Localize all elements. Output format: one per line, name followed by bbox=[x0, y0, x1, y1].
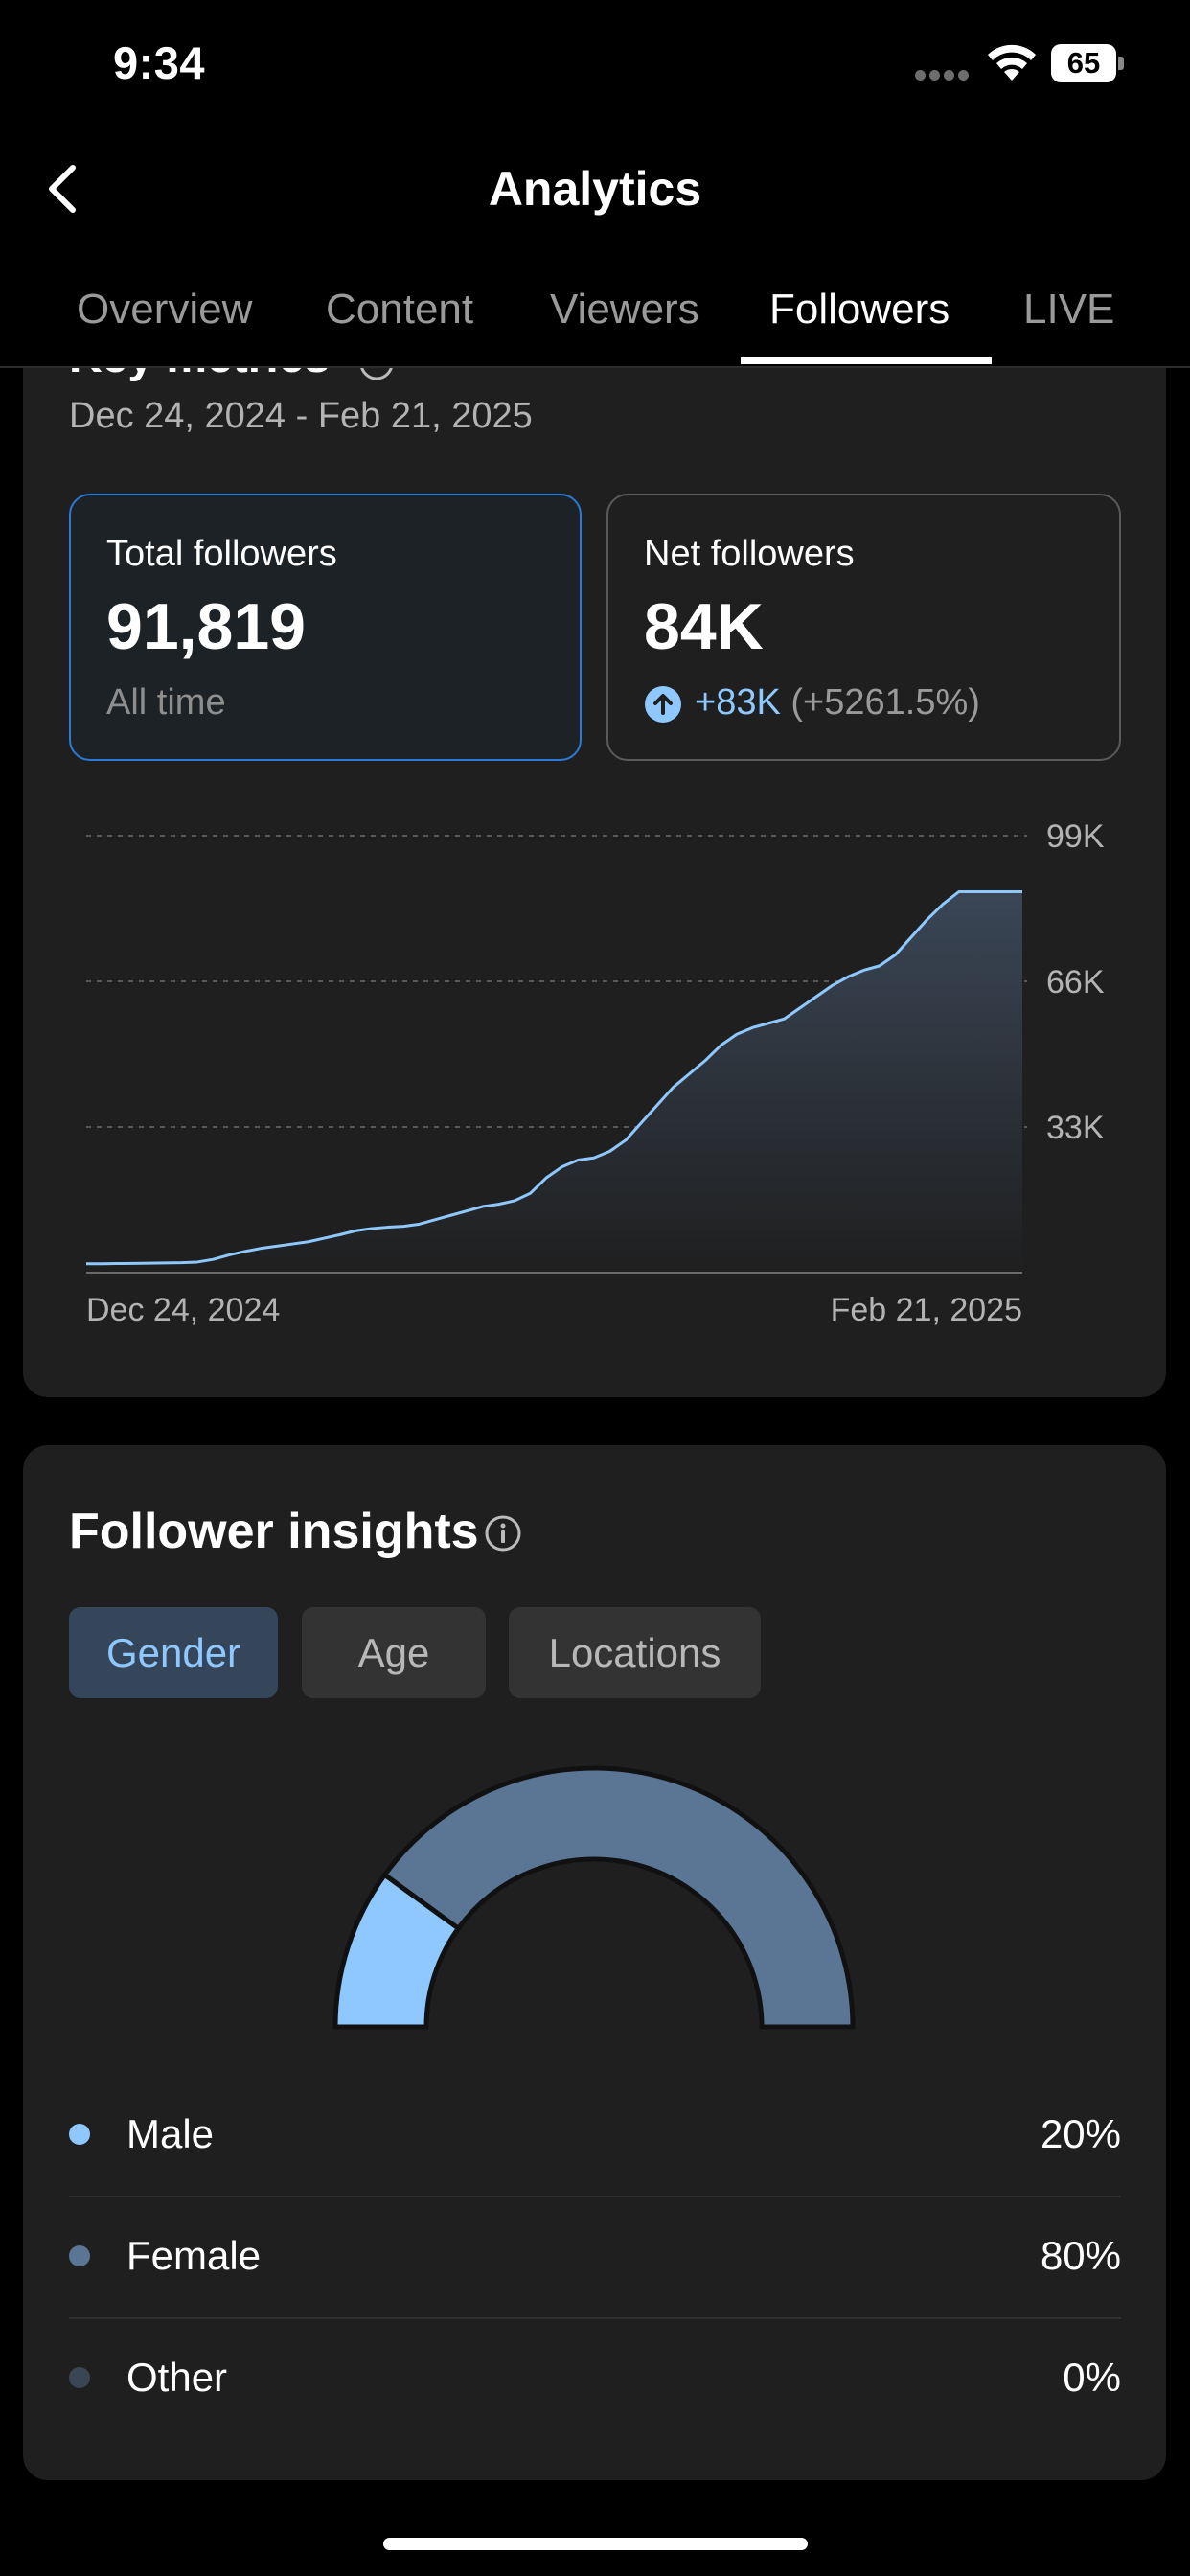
info-icon[interactable] bbox=[484, 1514, 522, 1552]
follower-insights-title: Follower insights bbox=[69, 1504, 479, 1559]
total-followers-card[interactable]: Total followers 91,819 All time bbox=[69, 494, 582, 761]
followers-line bbox=[86, 889, 1022, 1266]
male-dot bbox=[69, 2124, 90, 2145]
arrow-up-circle-icon bbox=[645, 686, 681, 723]
battery-level: 65 bbox=[1066, 46, 1101, 80]
signal-icon bbox=[915, 68, 973, 80]
followers-area bbox=[86, 891, 1022, 1273]
total-followers-value: 91,819 bbox=[106, 590, 306, 663]
legend-label: Male bbox=[126, 2111, 215, 2156]
y-tick-label: 66K bbox=[1046, 964, 1105, 1000]
tab-viewers[interactable]: Viewers bbox=[550, 286, 699, 333]
y-tick-label: 33K bbox=[1046, 1110, 1105, 1146]
page-title: Analytics bbox=[488, 162, 702, 216]
pill-locations[interactable]: Locations bbox=[509, 1607, 761, 1698]
legend-row-other: Other 0% bbox=[69, 2318, 1121, 2439]
net-followers-card[interactable]: Net followers 84K +83K (+5261.5%) bbox=[606, 494, 1121, 761]
followers-chart: 99K 66K 33K Dec 24, 2024 Feb 21, 2025 bbox=[86, 818, 1105, 1328]
back-arrow-icon[interactable] bbox=[38, 158, 86, 219]
gauge-segment-female bbox=[381, 1765, 856, 2030]
tab-content[interactable]: Content bbox=[326, 286, 474, 333]
x-start-label: Dec 24, 2024 bbox=[86, 1292, 280, 1328]
tab-followers[interactable]: Followers bbox=[769, 286, 950, 333]
pill-age[interactable]: Age bbox=[302, 1607, 486, 1698]
net-delta-percent: (+5261.5%) bbox=[790, 682, 980, 723]
total-followers-sub: All time bbox=[106, 682, 226, 723]
tab-overview[interactable]: Overview bbox=[77, 286, 253, 333]
legend-percent: 20% bbox=[1040, 2111, 1121, 2156]
net-followers-label: Net followers bbox=[644, 534, 855, 574]
net-followers-delta: +83K (+5261.5%) bbox=[695, 682, 980, 724]
battery-icon: 65 bbox=[1051, 44, 1124, 82]
tab-live[interactable]: LIVE bbox=[1023, 286, 1115, 333]
legend-row-male: Male 20% bbox=[69, 2075, 1121, 2197]
legend-percent: 80% bbox=[1040, 2233, 1121, 2278]
pill-gender[interactable]: Gender bbox=[69, 1607, 278, 1698]
legend-percent: 0% bbox=[1063, 2355, 1121, 2400]
y-tick-label: 99K bbox=[1046, 818, 1105, 855]
legend-row-female: Female 80% bbox=[69, 2196, 1121, 2319]
gender-gauge bbox=[332, 1765, 856, 2030]
net-delta-value: +83K bbox=[695, 682, 781, 723]
x-end-label: Feb 21, 2025 bbox=[831, 1292, 1022, 1328]
other-dot bbox=[69, 2367, 90, 2388]
date-range: Dec 24, 2024 - Feb 21, 2025 bbox=[69, 396, 533, 436]
legend-label: Female bbox=[126, 2233, 262, 2278]
female-dot bbox=[69, 2245, 90, 2266]
home-indicator[interactable] bbox=[383, 2538, 808, 2550]
wifi-icon bbox=[988, 44, 1036, 80]
tab-active-indicator bbox=[741, 357, 992, 364]
legend-label: Other bbox=[126, 2355, 228, 2400]
total-followers-label: Total followers bbox=[106, 534, 337, 574]
status-time: 9:34 bbox=[113, 37, 206, 88]
tab-bar: Overview Content Viewers Followers LIVE bbox=[0, 278, 1190, 368]
net-followers-value: 84K bbox=[644, 590, 764, 663]
